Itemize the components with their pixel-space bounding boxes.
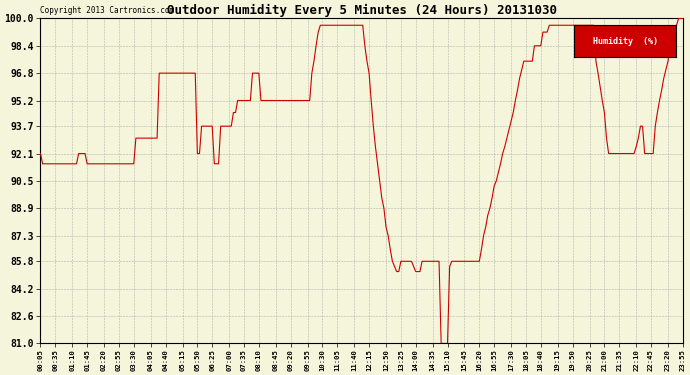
Title: Outdoor Humidity Every 5 Minutes (24 Hours) 20131030: Outdoor Humidity Every 5 Minutes (24 Hou… xyxy=(167,4,557,17)
Text: Copyright 2013 Cartronics.com: Copyright 2013 Cartronics.com xyxy=(41,6,175,15)
